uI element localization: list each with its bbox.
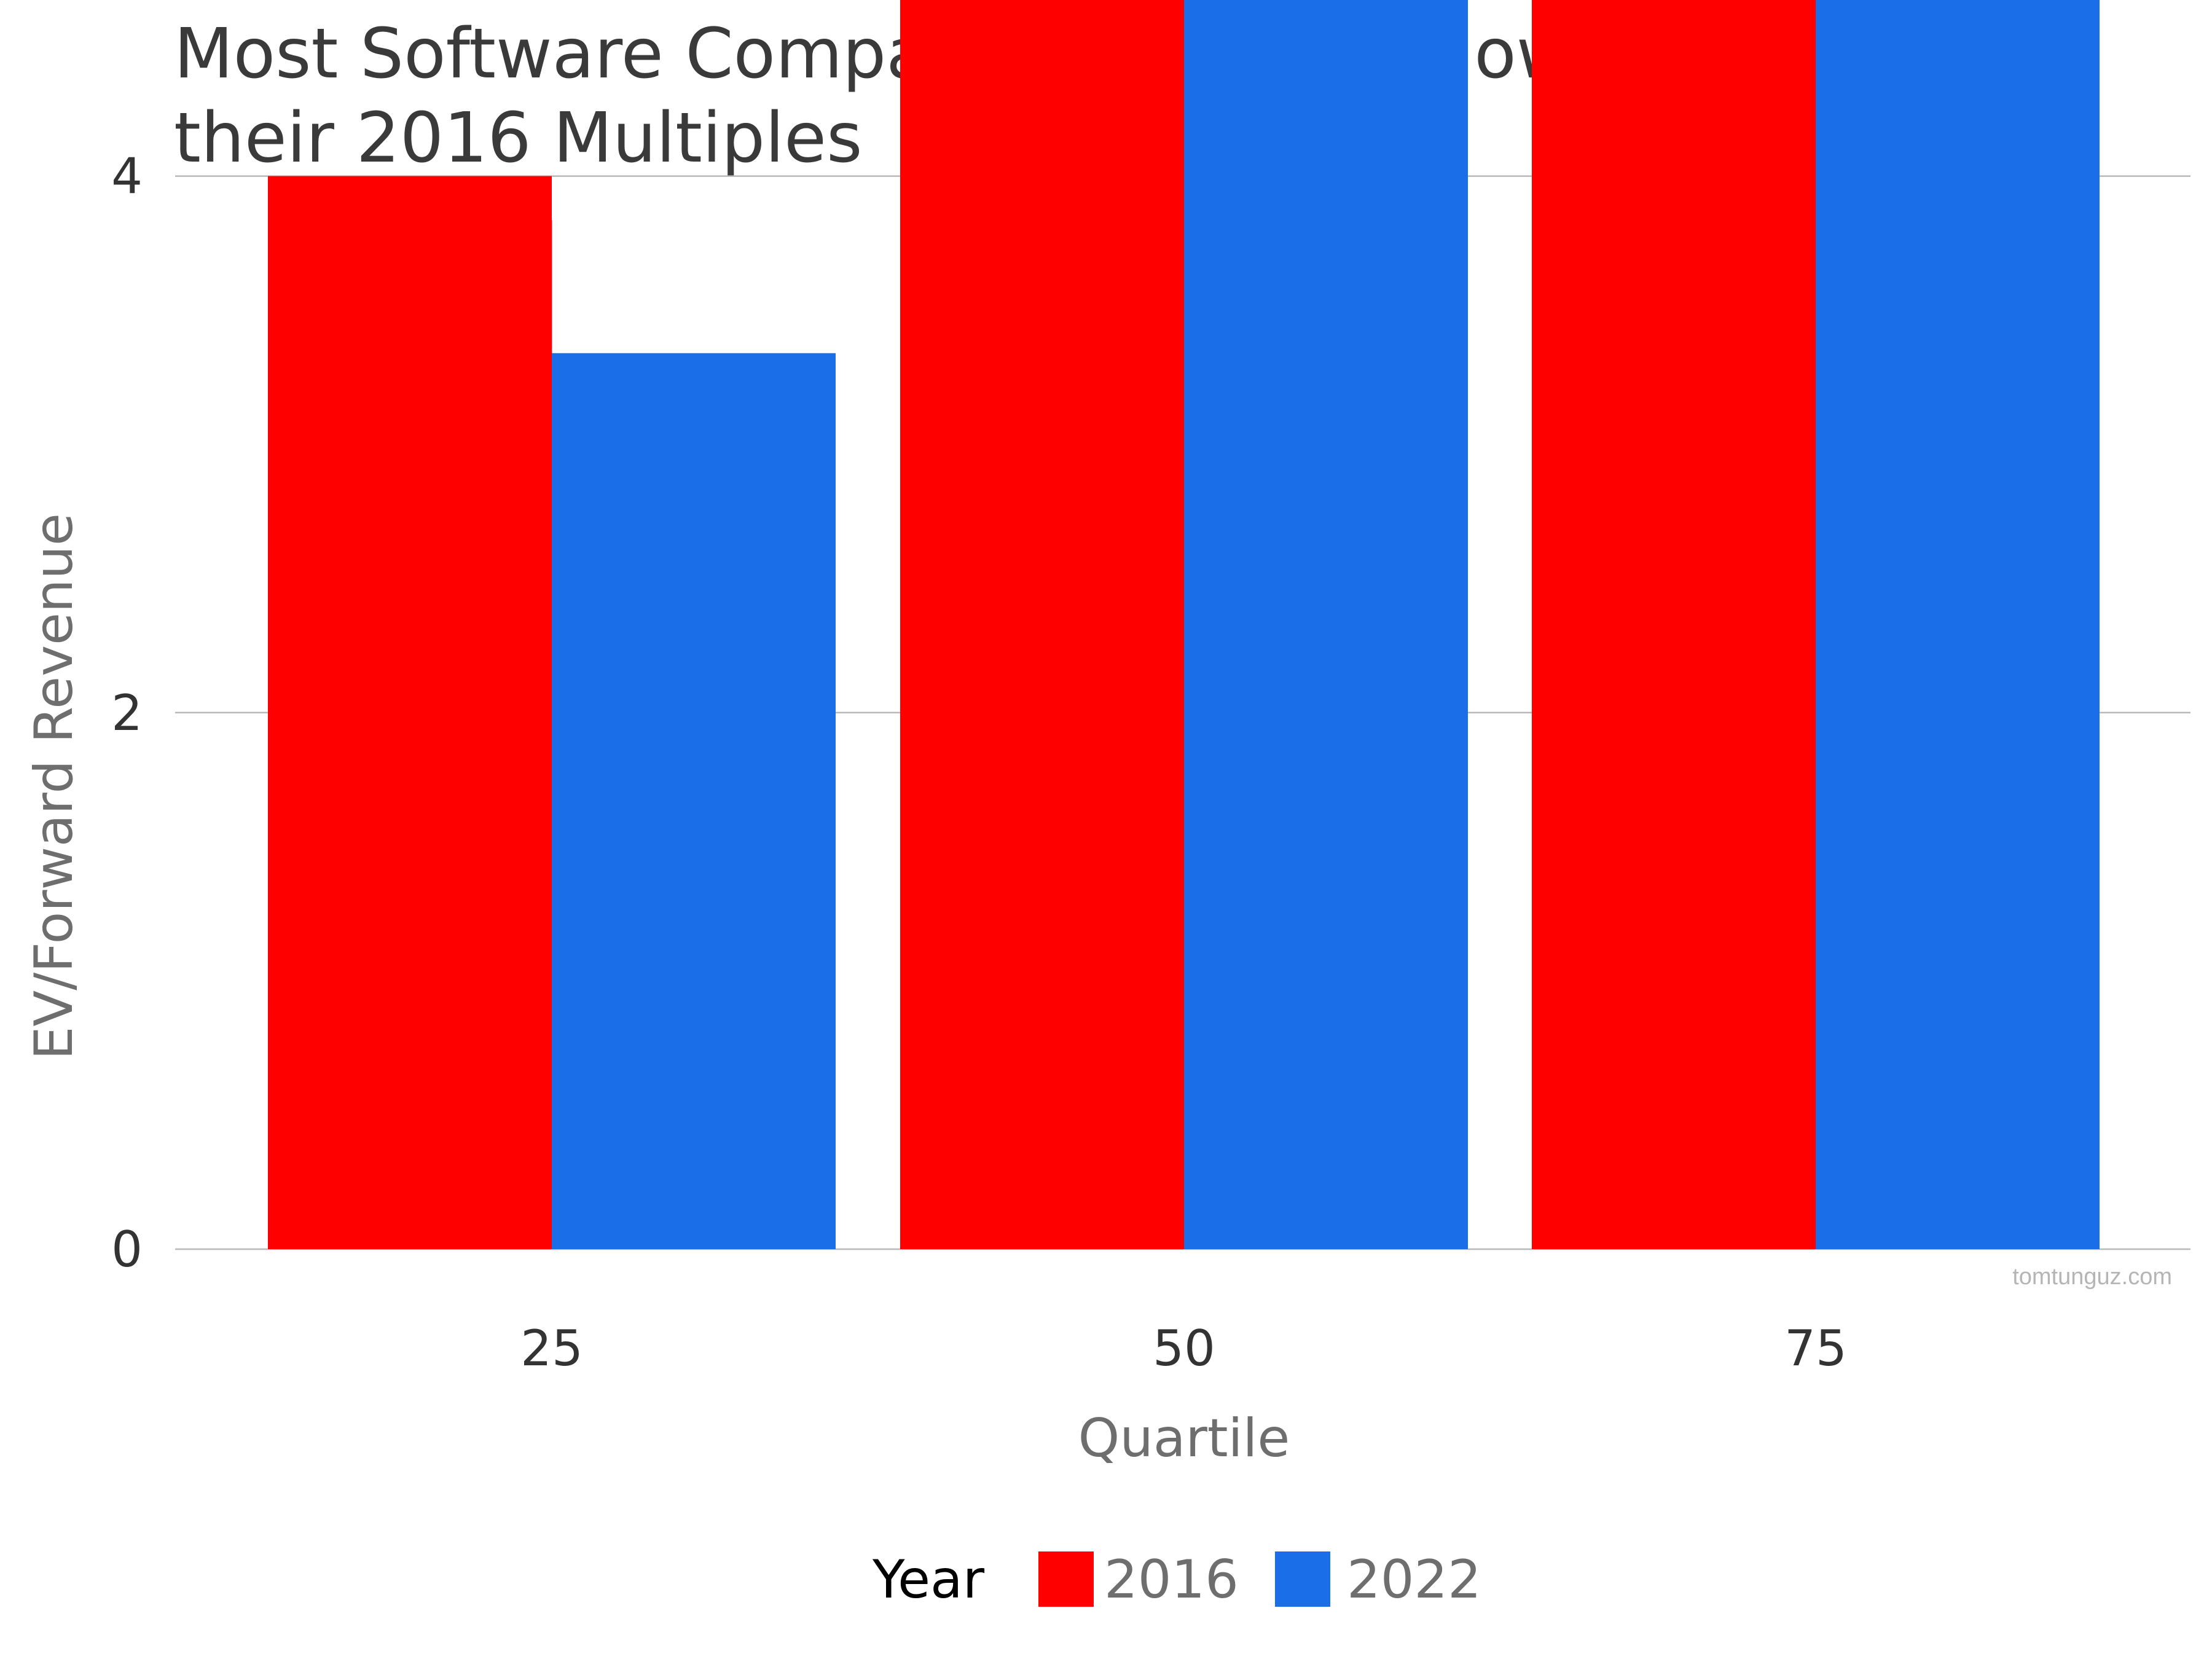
bar-2022-q25: [552, 353, 836, 1249]
legend-label-2022: 2022: [1347, 1549, 1481, 1610]
y-tick-label: 0: [111, 1221, 143, 1278]
y-tick-label: 4: [111, 148, 143, 205]
chart-title-line-2: their 2016 Multiples: [174, 98, 862, 178]
x-tick-label: 25: [520, 1320, 583, 1377]
watermark: tomtunguz.com: [2012, 1264, 2172, 1290]
y-tick-label: 2: [111, 684, 143, 742]
bar-2016-q75: [1532, 0, 1816, 1250]
legend-title: Year: [872, 1549, 985, 1610]
legend-label-2016: 2016: [1104, 1549, 1239, 1610]
bars: [268, 0, 2100, 1250]
x-tick-label: 50: [1153, 1320, 1215, 1377]
bar-2022-q50: [1184, 0, 1468, 1250]
bar-2022-q75: [1816, 0, 2100, 1249]
legend-swatch-2022: [1275, 1551, 1330, 1607]
legend-swatch-2016: [1038, 1551, 1094, 1607]
bar-2016-q25: [268, 176, 552, 1250]
legend: Year 2016 2022: [872, 1549, 1481, 1610]
bar-2016-q50: [900, 0, 1184, 1249]
y-axis-title: EV/Forward Revenue: [23, 513, 85, 1060]
y-tick-labels: 0246: [111, 148, 143, 1278]
x-axis-title: Quartile: [1078, 1408, 1290, 1469]
x-tick-label: 75: [1784, 1320, 1847, 1377]
x-tick-labels: 25 50 75: [520, 1320, 1847, 1377]
